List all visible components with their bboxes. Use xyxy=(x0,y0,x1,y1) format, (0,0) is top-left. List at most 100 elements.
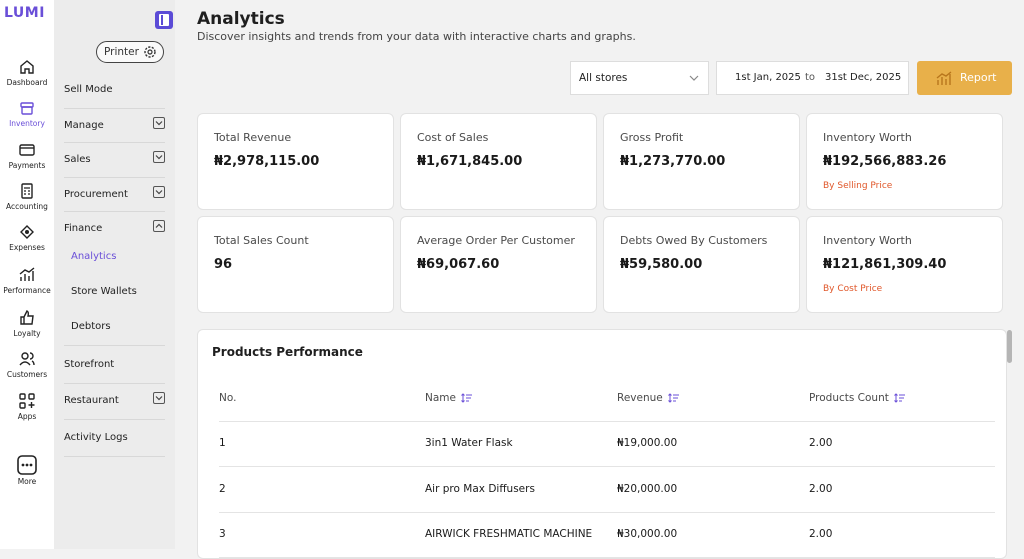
stat-value: ₦1,671,845.00 xyxy=(417,154,523,169)
sidebar-label: Manage xyxy=(64,120,104,131)
scrollbar xyxy=(1007,330,1012,363)
stat-label: Total Revenue xyxy=(214,131,292,144)
stat-value: ₦121,861,309.40 xyxy=(823,257,947,272)
table-cell: ₦30,000.00 xyxy=(617,528,678,540)
chevron-box[interactable] xyxy=(153,117,165,129)
sidebar-label: Sell Mode xyxy=(64,84,113,95)
chevron-box[interactable] xyxy=(153,186,165,198)
rail-icon xyxy=(19,352,35,366)
rail-item[interactable]: Loyalty xyxy=(0,309,54,338)
sidebar-label: Sales xyxy=(64,154,91,165)
sidebar-item[interactable]: Activity Logs xyxy=(64,432,165,443)
date-separator: to xyxy=(805,72,816,83)
report-button[interactable]: Report xyxy=(917,61,1012,95)
stat-card: Total Revenue ₦2,978,115.00 xyxy=(197,113,394,210)
stat-card: Cost of Sales ₦1,671,845.00 xyxy=(400,113,597,210)
divider xyxy=(64,211,165,212)
rail-item[interactable]: Customers xyxy=(0,350,54,379)
rail-item[interactable]: More xyxy=(0,455,54,486)
rail-item[interactable]: Expenses xyxy=(0,223,54,252)
rail-item[interactable]: Dashboard xyxy=(0,58,54,87)
rail-icon xyxy=(20,225,34,239)
sidebar: Printer Sell Mode Manage Sales Procurement F… xyxy=(54,0,175,549)
rail-label: Apps xyxy=(17,412,37,421)
stat-card: Inventory Worth ₦192,566,883.26 By Selling… xyxy=(806,113,1003,210)
sidebar-item[interactable]: Procurement xyxy=(64,186,165,200)
column-header[interactable]: Revenue xyxy=(617,392,680,404)
rail-item[interactable]: Accounting xyxy=(0,182,54,211)
sidebar-label: Debtors xyxy=(71,321,111,332)
chevron-box[interactable] xyxy=(153,220,165,232)
rail-icon xyxy=(20,102,34,115)
stat-card: Gross Profit ₦1,273,770.00 xyxy=(603,113,800,210)
rail-label: Performance xyxy=(3,286,51,295)
rail-item[interactable]: Performance xyxy=(0,266,54,295)
chevron xyxy=(155,121,163,126)
gear-icon xyxy=(144,46,156,58)
sidebar-item[interactable]: Sales xyxy=(64,151,165,165)
column-header[interactable]: Name xyxy=(425,392,473,404)
table-cell: ₦20,000.00 xyxy=(617,483,678,495)
sort-icon xyxy=(894,393,905,403)
chevron xyxy=(155,223,163,228)
chevron xyxy=(155,396,163,401)
table-cell: ₦19,000.00 xyxy=(617,437,678,449)
sidebar-item[interactable]: Finance xyxy=(64,220,165,234)
stat-note: By Selling Price xyxy=(823,181,893,191)
chevron xyxy=(155,190,163,195)
store-select-value: All stores xyxy=(579,72,628,84)
table-cell: 2.00 xyxy=(809,483,833,495)
divider xyxy=(64,419,165,420)
sidebar-item[interactable]: Store Wallets xyxy=(71,286,165,297)
table-cell: Air pro Max Diffusers xyxy=(425,483,535,495)
report-label: Report xyxy=(960,71,997,84)
divider xyxy=(64,108,165,109)
rail-icon xyxy=(19,144,35,156)
column-header-label: Products Count xyxy=(809,392,889,404)
column-header[interactable]: Products Count xyxy=(809,392,906,404)
page-title: Analytics xyxy=(197,9,285,29)
stat-label: Average Order Per Customer xyxy=(417,234,575,247)
stat-value: ₦1,273,770.00 xyxy=(620,154,726,169)
date-range[interactable]: 1st Jan, 2025 to 31st Dec, 2025 xyxy=(716,61,909,95)
sidebar-item[interactable]: Sell Mode xyxy=(64,84,165,95)
sort-icon xyxy=(667,393,679,403)
sidebar-item[interactable]: Analytics xyxy=(71,251,165,262)
products-table-card: Products Performance No. Name Revenue Produ… xyxy=(197,329,1007,559)
store-select[interactable]: All stores xyxy=(570,61,709,95)
stat-card: Total Sales Count 96 xyxy=(197,216,394,313)
chevron-box[interactable] xyxy=(153,392,165,404)
sidebar-label: Analytics xyxy=(71,251,117,262)
table-cell: 2.00 xyxy=(809,437,833,449)
stat-value: ₦192,566,883.26 xyxy=(823,154,947,169)
sidebar-label: Storefront xyxy=(64,359,115,370)
rail-icon xyxy=(17,455,37,475)
collapse-button[interactable] xyxy=(155,11,173,29)
column-header-label: No. xyxy=(219,392,237,404)
table-cell: 3 xyxy=(219,528,226,540)
page-subtitle: Discover insights and trends from your d… xyxy=(197,30,636,43)
rail-item[interactable]: Inventory xyxy=(0,99,54,128)
stat-card: Debts Owed By Customers ₦59,580.00 xyxy=(603,216,800,313)
rail-label: Expenses xyxy=(9,243,45,252)
rail-item[interactable]: Payments xyxy=(0,141,54,170)
stat-note: By Cost Price xyxy=(823,284,883,294)
printer-button[interactable]: Printer xyxy=(96,41,164,63)
sidebar-item[interactable]: Debtors xyxy=(71,321,165,332)
divider xyxy=(64,177,165,178)
rail-item[interactable]: Apps xyxy=(0,392,54,421)
column-header: No. xyxy=(219,392,236,404)
chevron-box[interactable] xyxy=(153,151,165,163)
divider xyxy=(64,456,165,457)
stat-value: ₦59,580.00 xyxy=(620,257,703,272)
stat-card: Average Order Per Customer ₦69,067.60 xyxy=(400,216,597,313)
sidebar-item[interactable]: Storefront xyxy=(64,359,165,370)
main: Analytics Discover insights and trends f… xyxy=(175,0,1024,559)
logo: LUMI xyxy=(4,5,45,21)
sidebar-item[interactable]: Manage xyxy=(64,117,165,131)
icon-rail: LUMI Dashboard Inventory Payments Accountin… xyxy=(0,0,55,549)
sidebar-item[interactable]: Restaurant xyxy=(64,392,165,406)
divider xyxy=(64,383,165,384)
sidebar-label: Restaurant xyxy=(64,395,119,406)
